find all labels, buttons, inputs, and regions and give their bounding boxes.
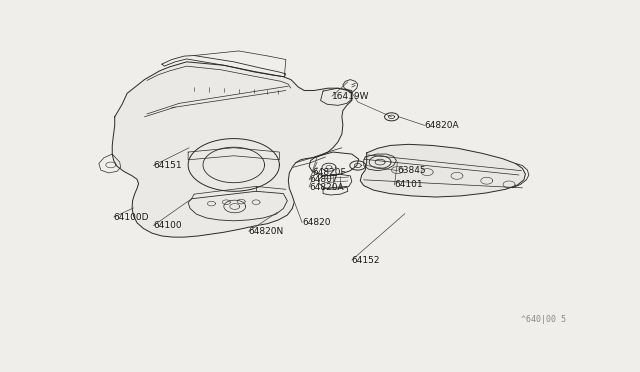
Polygon shape bbox=[360, 144, 525, 197]
Text: 16419W: 16419W bbox=[332, 92, 369, 101]
Text: 64807: 64807 bbox=[309, 175, 338, 185]
Polygon shape bbox=[112, 62, 352, 237]
Text: 64152: 64152 bbox=[352, 256, 380, 264]
Text: 64100: 64100 bbox=[154, 221, 182, 230]
Text: 64101: 64101 bbox=[394, 180, 423, 189]
Text: 64820: 64820 bbox=[302, 218, 331, 227]
Text: ^640|00 5: ^640|00 5 bbox=[521, 315, 566, 324]
Text: 64100D: 64100D bbox=[114, 212, 149, 222]
Text: 64820A: 64820A bbox=[425, 121, 460, 130]
Text: 64820N: 64820N bbox=[249, 227, 284, 236]
Text: 63845: 63845 bbox=[397, 166, 426, 175]
Text: 64820A: 64820A bbox=[309, 183, 344, 192]
Text: 64820F: 64820F bbox=[312, 168, 346, 177]
Text: 64151: 64151 bbox=[154, 161, 182, 170]
